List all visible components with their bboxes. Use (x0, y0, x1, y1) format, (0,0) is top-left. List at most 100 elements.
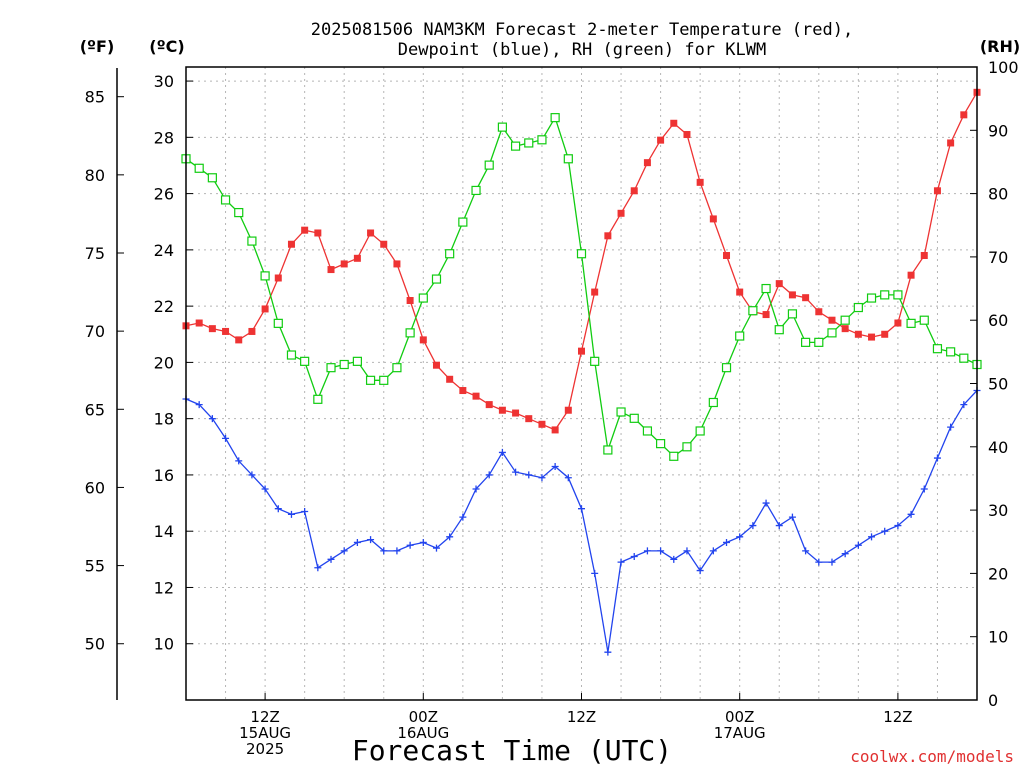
dewpoint-point (314, 564, 322, 572)
temperature-point (208, 325, 216, 333)
temperature-point (828, 316, 836, 324)
dewpoint-point (881, 527, 889, 535)
fahrenheit-tick-label: 70 (85, 322, 105, 341)
dewpoint-point (208, 415, 216, 423)
temperature-point (432, 361, 440, 369)
temperature-point (353, 254, 361, 262)
dewpoint-point (933, 454, 941, 462)
temperature-point (591, 288, 599, 296)
fahrenheit-tick-label: 80 (85, 166, 105, 185)
rh-point (537, 135, 547, 145)
dewpoint-point (696, 567, 704, 575)
rh-point (418, 293, 428, 303)
temperature-point (907, 271, 915, 279)
temperature-point (696, 178, 704, 186)
temperature-point (419, 336, 427, 344)
temperature-point (604, 232, 612, 240)
rh-point (220, 195, 231, 205)
fahrenheit-tick-label: 55 (85, 557, 105, 576)
temperature-point (498, 406, 506, 414)
dewpoint-line (185, 390, 978, 653)
rh-tick-label: 40 (988, 438, 1008, 457)
temperature-point (947, 139, 955, 147)
celsius-tick-label: 28 (154, 128, 174, 147)
chart-title-line-2: Dewpoint (blue), RH (green) for KLWM (398, 40, 766, 60)
temperature-point (617, 209, 625, 217)
rh-point (326, 363, 336, 373)
time-tick-label: 2025 (246, 740, 284, 758)
temperature-point (235, 336, 243, 344)
temperature-point (367, 229, 375, 237)
temperature-point (920, 251, 928, 259)
rh-point (774, 325, 784, 335)
temperature-point (762, 311, 770, 319)
dewpoint-point (380, 547, 388, 555)
temperature-point (274, 274, 282, 282)
fahrenheit-tick-label: 75 (85, 244, 105, 263)
dewpoint-point (578, 505, 585, 513)
celsius-tick-label: 18 (154, 410, 174, 429)
dewpoint-point (498, 448, 506, 456)
temperature-point (380, 240, 388, 248)
rh-point (682, 442, 692, 452)
rh-point (840, 315, 850, 325)
dewpoint-point (947, 423, 955, 431)
unit-label-celsius: (ºC) (149, 37, 184, 56)
time-tick-label: 15AUG (239, 724, 291, 742)
time-tick-label: 16AUG (397, 724, 449, 742)
temperature-point (881, 330, 889, 338)
rh-point (932, 344, 943, 354)
temperature-point (314, 229, 322, 237)
time-tick-label: 00Z (725, 708, 754, 726)
temperature-point (643, 159, 651, 167)
dewpoint-point (604, 648, 612, 656)
dewpoint-point (762, 499, 770, 507)
rh-point (510, 141, 521, 151)
dewpoint-point (432, 544, 440, 552)
time-tick-label: 12Z (250, 708, 279, 726)
dewpoint-point (802, 547, 810, 555)
dewpoint-point (775, 522, 783, 530)
dewpoint-point (446, 533, 454, 541)
temperature-point (327, 266, 335, 274)
temperature-point (933, 187, 941, 195)
temperature-point (578, 347, 585, 355)
dewpoint-point (815, 558, 823, 566)
rh-tick-label: 50 (988, 375, 1008, 394)
rh-point (234, 207, 244, 218)
dewpoint-point (353, 538, 361, 546)
temperature-point (406, 297, 414, 305)
rh-point (906, 318, 916, 328)
dewpoint-point (564, 474, 572, 482)
dewpoint-point (788, 513, 796, 521)
credit-text: coolwx.com/models (850, 747, 1014, 766)
temperature-point (248, 327, 256, 335)
temperature-point (841, 325, 849, 333)
celsius-tick-label: 16 (154, 466, 174, 485)
temperature-point (564, 406, 572, 414)
rh-point (484, 160, 494, 170)
rh-point (286, 350, 297, 360)
dewpoint-point (459, 513, 467, 521)
rh-point (735, 331, 745, 341)
celsius-tick-label: 26 (154, 185, 174, 204)
temperature-point (222, 327, 230, 335)
rh-point (524, 138, 534, 148)
dewpoint-point (670, 555, 678, 563)
plot-frame (185, 66, 978, 701)
temperature-point (683, 131, 691, 139)
dewpoint-point (538, 474, 546, 482)
rh-point (313, 394, 323, 404)
temperature-point (854, 330, 862, 338)
rh-tick-label: 0 (988, 691, 998, 710)
rh-tick-label: 30 (988, 501, 1008, 520)
rh-point (445, 249, 455, 259)
temperature-point (960, 111, 968, 119)
rh-point (866, 293, 877, 303)
rh-point (655, 439, 666, 449)
dewpoint-point (709, 547, 717, 555)
dewpoint-point (222, 434, 230, 442)
temperature-point (512, 409, 520, 417)
dewpoint-point (525, 471, 533, 479)
temperature-point (815, 308, 823, 316)
